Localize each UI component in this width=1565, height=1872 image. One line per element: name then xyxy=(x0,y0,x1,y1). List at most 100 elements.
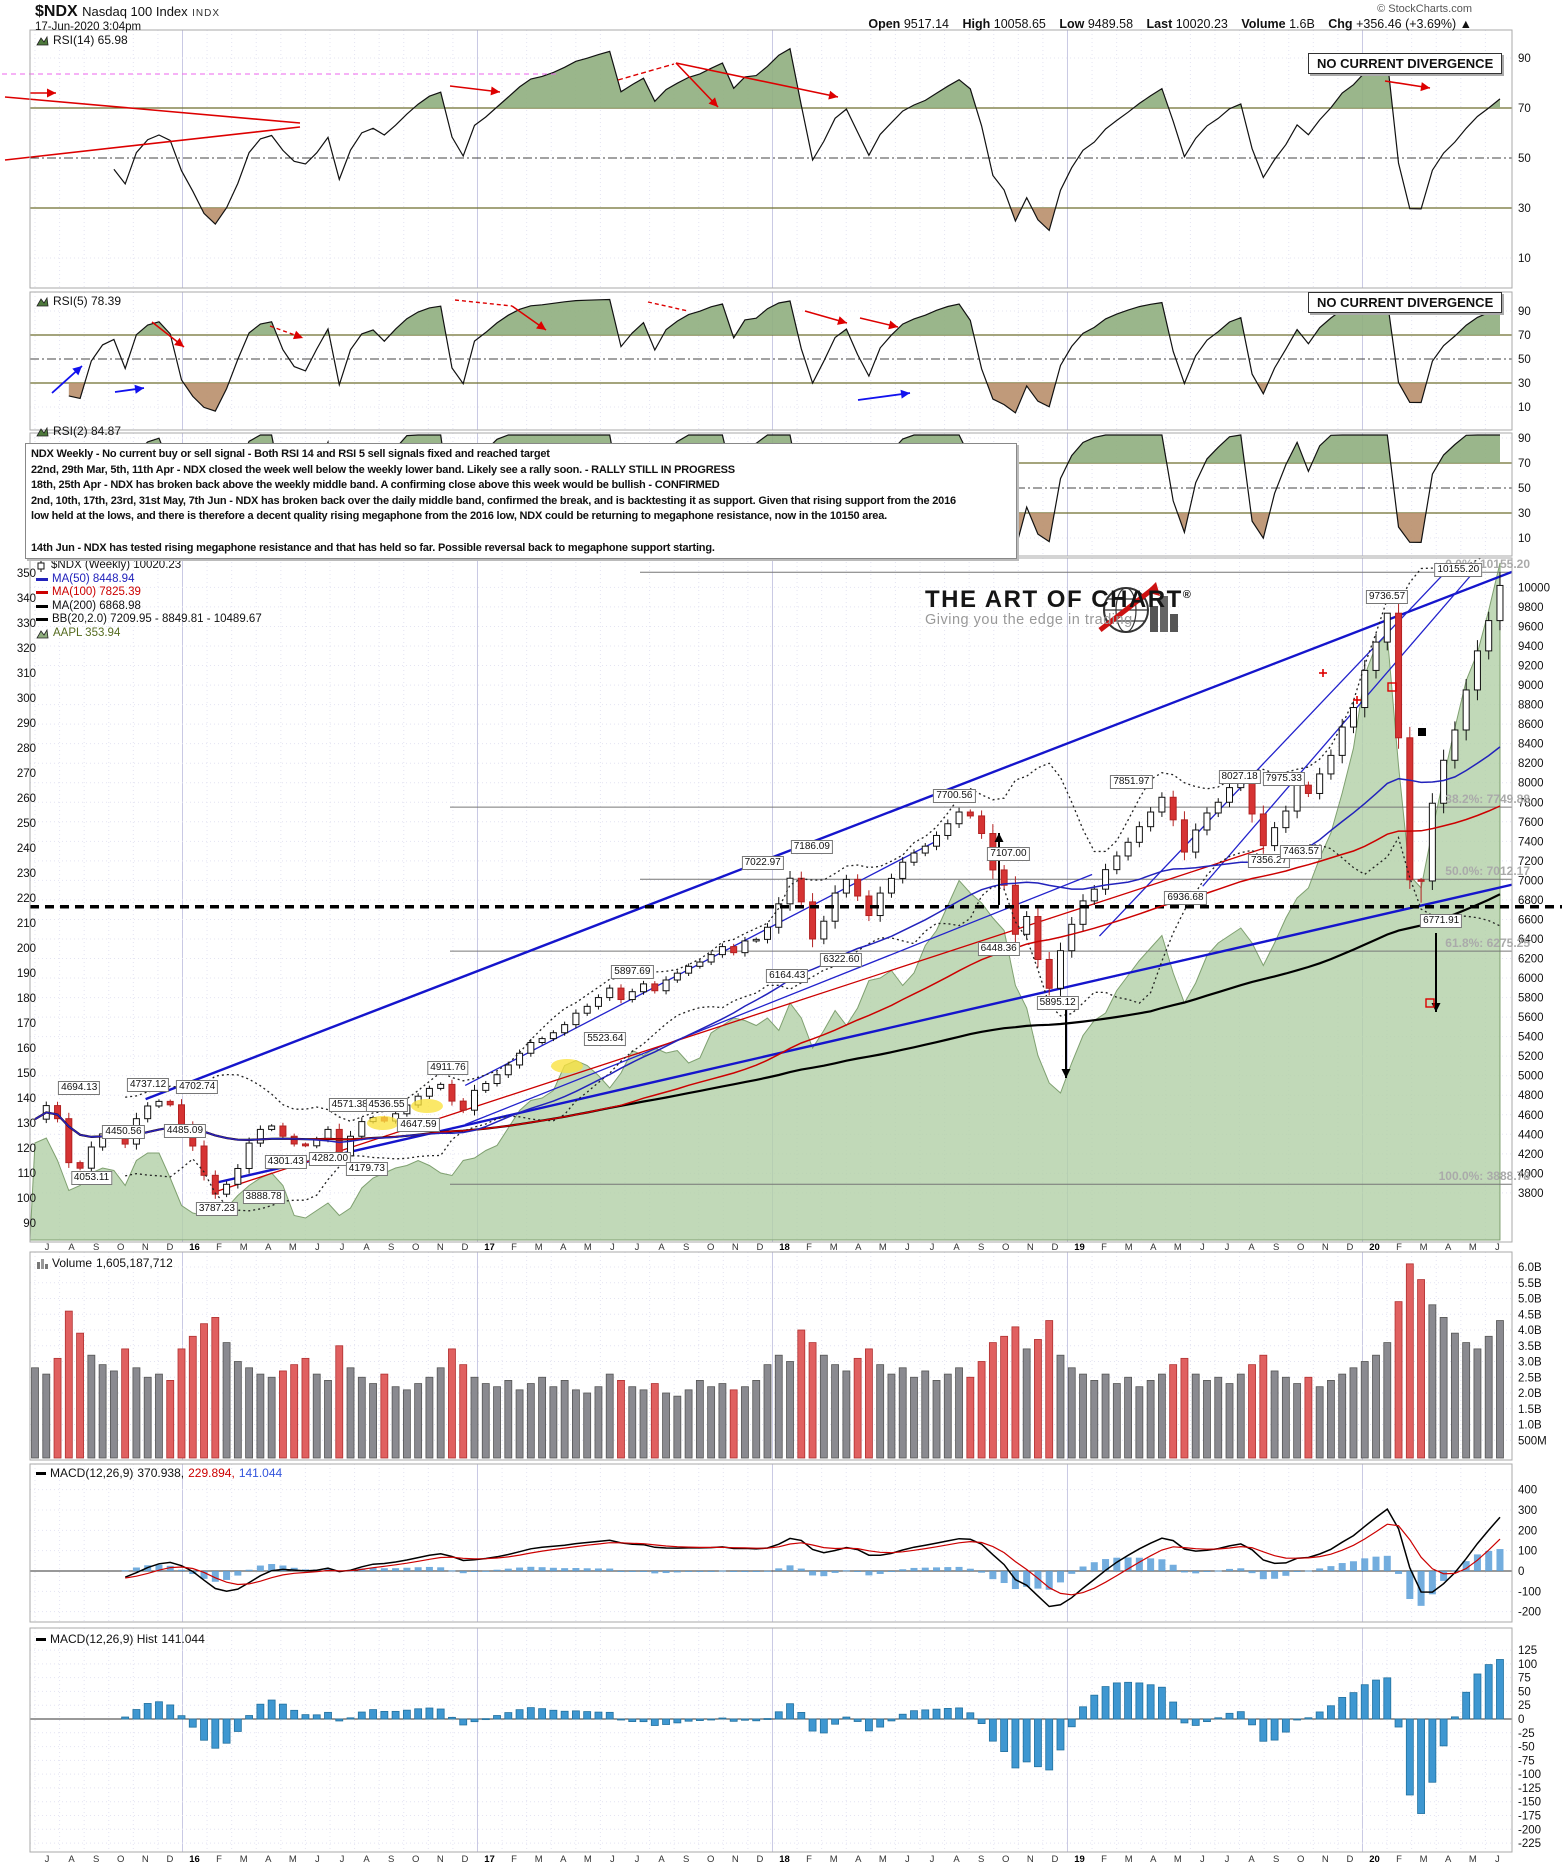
candle-body xyxy=(1361,669,1369,709)
month-axis-label: S xyxy=(93,1854,99,1865)
price-label: 9736.57 xyxy=(1365,590,1409,605)
month-axis-label: D xyxy=(1051,1854,1058,1865)
macd-hist-bar xyxy=(989,1571,997,1580)
month-axis-label: A xyxy=(658,1854,665,1865)
month-axis-label: A xyxy=(363,1242,370,1253)
note-line: 18th, 25th Apr - NDX has broken back abo… xyxy=(31,479,720,492)
volume-bar xyxy=(617,1380,625,1459)
month-axis-label: O xyxy=(1002,1242,1009,1253)
hist-bar xyxy=(1496,1659,1504,1720)
month-axis-label: D xyxy=(756,1854,763,1865)
volume-bar xyxy=(1079,1373,1087,1459)
volume-bar xyxy=(1338,1373,1347,1459)
candle-body xyxy=(1372,641,1380,671)
macd-hist-bar xyxy=(775,1568,783,1571)
volume-bar xyxy=(628,1386,637,1459)
price-axis-label: 9400 xyxy=(1518,641,1544,653)
volume-axis-label: 5.5B xyxy=(1518,1278,1542,1290)
candle-body xyxy=(966,811,974,817)
volume-axis-label: 6.0B xyxy=(1518,1262,1542,1274)
macd-hist-bar xyxy=(1056,1571,1064,1583)
annotation-arrow xyxy=(4,126,301,161)
month-axis-label: N xyxy=(1322,1854,1329,1865)
macd-hist-bar xyxy=(1090,1562,1098,1571)
macd-hist-bar xyxy=(752,1571,760,1572)
month-axis-label: A xyxy=(953,1854,960,1865)
volume-bar xyxy=(1034,1339,1042,1459)
chart-graphic xyxy=(293,330,303,340)
hist-bar xyxy=(617,1718,625,1721)
month-axis-label: J xyxy=(610,1854,615,1865)
month-axis-label: A xyxy=(68,1242,75,1253)
volume-bar xyxy=(718,1383,727,1459)
rsi-axis-label: 30 xyxy=(1518,508,1531,520)
volume-bar xyxy=(324,1380,332,1459)
price-label: 7700.56 xyxy=(933,789,976,804)
month-axis-label: N xyxy=(1027,1854,1034,1865)
macd-hist-bar xyxy=(155,1564,163,1571)
macd-hist-bar xyxy=(933,1567,941,1571)
rsi5-legend: RSI(5) 78.39 xyxy=(36,294,121,308)
hist-bar xyxy=(515,1709,524,1720)
volume-bar xyxy=(504,1380,513,1459)
volume-bar xyxy=(808,1342,817,1459)
hist-bar xyxy=(324,1711,332,1720)
hist-bar xyxy=(1293,1718,1302,1721)
month-axis-label: F xyxy=(216,1242,222,1253)
macd-hist-bar xyxy=(1214,1570,1222,1572)
month-axis-label: F xyxy=(1101,1854,1107,1865)
annotation-arrow xyxy=(114,384,145,394)
candle-body xyxy=(640,983,648,993)
annotation-arrow xyxy=(617,63,675,81)
rsi-line xyxy=(113,47,1501,232)
hist-bar xyxy=(1338,1697,1347,1720)
volume-bar xyxy=(876,1364,885,1459)
price-label: 3787.23 xyxy=(195,1201,238,1216)
macd-hist-bar xyxy=(1440,1571,1448,1581)
hist-bar xyxy=(955,1707,963,1720)
rsi-axis-label: 70 xyxy=(1518,103,1531,115)
candle-body xyxy=(1293,784,1301,812)
volume-bar xyxy=(222,1342,231,1459)
macd-hist-bar xyxy=(549,1567,557,1571)
volume-bar xyxy=(188,1335,197,1459)
hist-bar xyxy=(1372,1679,1380,1720)
month-axis-label: S xyxy=(683,1854,689,1865)
volume-bar xyxy=(786,1361,794,1459)
candle-body xyxy=(245,1142,253,1169)
hist-axis-label: -75 xyxy=(1518,1755,1535,1767)
rsi-overbought-fill xyxy=(413,92,445,108)
macd-hist-bar xyxy=(583,1568,591,1571)
month-axis-label: N xyxy=(142,1242,149,1253)
macd-hist-bar xyxy=(1023,1571,1031,1587)
volume-bar xyxy=(594,1386,603,1459)
hist-axis-label: 0 xyxy=(1518,1714,1524,1726)
rsi-overbought-fill xyxy=(1312,435,1391,463)
hist-bar xyxy=(1169,1701,1178,1720)
chart-graphic xyxy=(490,86,500,96)
macd-axis-label: -200 xyxy=(1518,1607,1541,1619)
macd-value-1: 370.938, xyxy=(137,1466,185,1480)
registered-icon: ® xyxy=(1182,589,1193,601)
candle-body xyxy=(493,1074,501,1085)
price-axis-label: 6200 xyxy=(1518,954,1544,966)
hist-panel-legend: MACD(12,26,9) Hist 141.044 xyxy=(36,1632,205,1646)
volume-bar xyxy=(312,1373,321,1459)
volume-bar xyxy=(752,1380,761,1459)
hist-swatch xyxy=(36,1637,46,1641)
rsi-axis-label: 90 xyxy=(1518,53,1531,65)
candle-body xyxy=(256,1128,264,1144)
hist-bar xyxy=(380,1711,389,1720)
candle-body xyxy=(1192,829,1200,853)
month-axis-label: F xyxy=(806,1854,812,1865)
hist-bar xyxy=(1034,1718,1042,1768)
hist-bar xyxy=(966,1712,975,1720)
hist-bar xyxy=(425,1707,434,1720)
hist-bar xyxy=(650,1718,659,1726)
macd-hist-bar xyxy=(1259,1571,1267,1580)
legend-ndx: $NDX (Weekly) 10020.23 xyxy=(36,559,262,572)
candle-body xyxy=(628,991,636,1001)
month-axis-label: 17 xyxy=(484,1242,495,1253)
macd-hist-bar xyxy=(1282,1571,1290,1576)
